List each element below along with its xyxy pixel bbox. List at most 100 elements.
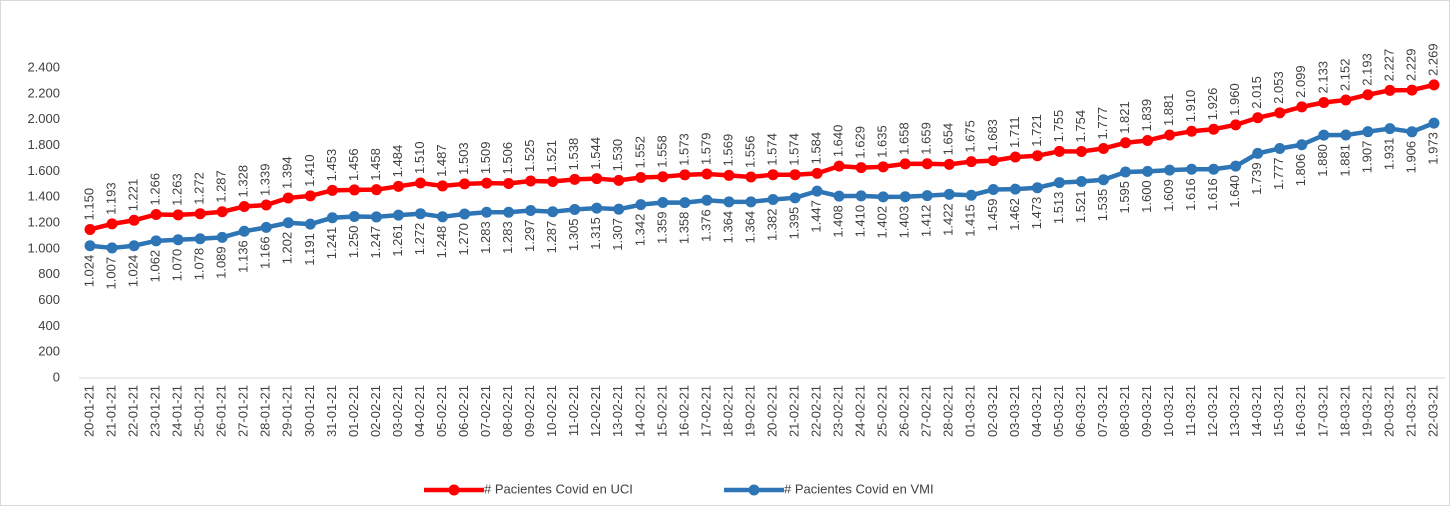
data-label: 1.150 xyxy=(81,188,96,221)
data-label: 1.410 xyxy=(853,205,868,238)
data-label: 1.339 xyxy=(258,163,273,196)
data-label: 1.616 xyxy=(1205,178,1220,211)
x-tick-label: 18-03-21 xyxy=(1337,385,1352,437)
data-label: 1.910 xyxy=(1183,90,1198,123)
data-point xyxy=(547,176,559,188)
data-label: 1.616 xyxy=(1183,178,1198,211)
data-label: 1.358 xyxy=(676,212,691,245)
data-label: 1.574 xyxy=(764,133,779,166)
data-label: 1.574 xyxy=(786,133,801,166)
data-point xyxy=(1031,150,1043,162)
data-point xyxy=(304,218,316,230)
data-point xyxy=(943,188,955,200)
data-label: 1.342 xyxy=(632,214,647,247)
data-label: 1.408 xyxy=(831,205,846,238)
data-point xyxy=(899,191,911,203)
data-label: 1.191 xyxy=(302,233,317,266)
data-point xyxy=(921,158,933,170)
data-label: 1.024 xyxy=(126,255,141,288)
data-label: 1.263 xyxy=(170,173,185,206)
legend-label: # Pacientes Covid en UCI xyxy=(484,481,633,496)
data-label: 1.839 xyxy=(1139,99,1154,132)
y-tick-label: 1.200 xyxy=(27,214,60,229)
data-point xyxy=(767,169,779,181)
y-tick-label: 800 xyxy=(38,266,60,281)
data-point xyxy=(943,158,955,170)
data-label: 1.579 xyxy=(698,132,713,165)
data-label: 1.297 xyxy=(522,219,537,252)
data-point xyxy=(1186,125,1198,137)
data-label: 1.359 xyxy=(654,211,669,244)
data-label: 1.007 xyxy=(103,257,118,290)
data-point xyxy=(106,242,118,254)
x-tick-label: 25-02-21 xyxy=(875,385,890,437)
x-tick-label: 14-03-21 xyxy=(1249,385,1264,437)
x-tick-label: 10-02-21 xyxy=(544,385,559,437)
data-label: 1.166 xyxy=(258,236,273,269)
data-point xyxy=(1208,123,1220,135)
data-label: 1.584 xyxy=(809,132,824,165)
data-point xyxy=(525,175,537,187)
data-label: 1.473 xyxy=(1029,197,1044,230)
y-tick-label: 1.000 xyxy=(27,240,60,255)
data-point xyxy=(789,192,801,204)
data-label: 1.510 xyxy=(412,141,427,174)
y-tick-label: 600 xyxy=(38,292,60,307)
x-tick-label: 06-02-21 xyxy=(456,385,471,437)
data-label: 1.410 xyxy=(302,154,317,187)
data-point xyxy=(723,196,735,208)
x-tick-label: 09-03-21 xyxy=(1139,385,1154,437)
data-label: 1.658 xyxy=(897,122,912,155)
data-point xyxy=(1142,134,1154,146)
data-label: 2.269 xyxy=(1425,43,1440,76)
data-point xyxy=(1009,151,1021,163)
data-label: 1.926 xyxy=(1205,88,1220,121)
x-tick-label: 07-03-21 xyxy=(1095,385,1110,437)
data-label: 1.024 xyxy=(81,255,96,288)
data-point xyxy=(370,184,382,196)
data-point xyxy=(1406,84,1418,96)
data-label: 2.133 xyxy=(1315,61,1330,94)
x-tick-label: 27-02-21 xyxy=(919,385,934,437)
data-point xyxy=(172,209,184,221)
data-point xyxy=(745,171,757,183)
data-label: 1.307 xyxy=(610,218,625,251)
data-point xyxy=(370,211,382,223)
data-point xyxy=(481,206,493,218)
data-label: 1.283 xyxy=(478,221,493,254)
data-label: 1.973 xyxy=(1425,132,1440,165)
data-label: 1.521 xyxy=(544,140,559,173)
x-tick-label: 23-01-21 xyxy=(148,385,163,437)
data-label: 1.509 xyxy=(478,142,493,175)
data-label: 1.721 xyxy=(1029,114,1044,147)
data-point xyxy=(1428,79,1440,91)
x-tick-label: 02-02-21 xyxy=(368,385,383,437)
data-label: 1.247 xyxy=(368,226,383,259)
data-point xyxy=(128,214,140,226)
data-point xyxy=(921,190,933,202)
data-point xyxy=(1009,183,1021,195)
data-point xyxy=(437,180,449,192)
data-label: 2.015 xyxy=(1249,76,1264,109)
data-point xyxy=(591,202,603,214)
data-point xyxy=(326,212,338,224)
x-tick-label: 01-03-21 xyxy=(963,385,978,437)
data-point xyxy=(657,171,669,183)
x-tick-label: 09-02-21 xyxy=(522,385,537,437)
data-label: 1.250 xyxy=(346,226,361,259)
data-label: 1.683 xyxy=(985,119,1000,152)
data-label: 1.202 xyxy=(280,232,295,265)
data-point xyxy=(348,184,360,196)
legend-label: # Pacientes Covid en VMI xyxy=(784,481,934,496)
x-tick-label: 07-02-21 xyxy=(478,385,493,437)
data-point xyxy=(216,206,228,218)
x-tick-label: 05-02-21 xyxy=(434,385,449,437)
data-point xyxy=(613,203,625,215)
data-point xyxy=(1120,166,1132,178)
data-point xyxy=(1164,129,1176,141)
data-point xyxy=(613,174,625,186)
data-point xyxy=(811,167,823,179)
data-label: 1.556 xyxy=(742,135,757,168)
data-point xyxy=(723,169,735,181)
